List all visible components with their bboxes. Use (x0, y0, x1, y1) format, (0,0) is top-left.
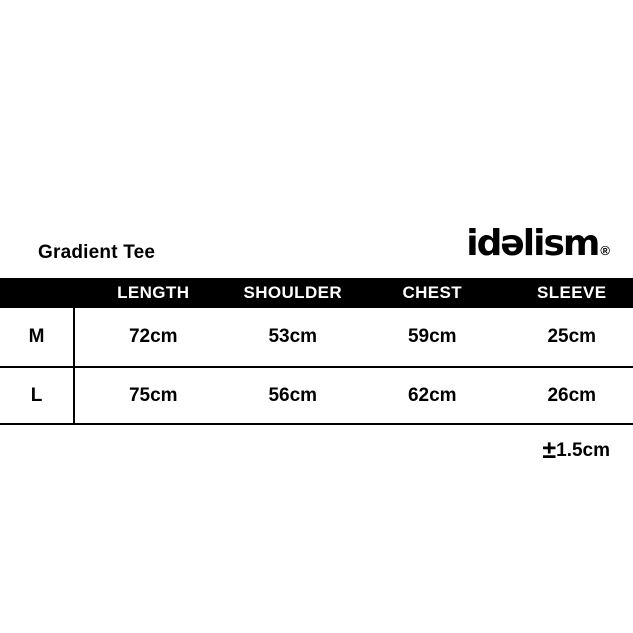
size-table: LENGTH SHOULDER CHEST SLEEVE M 72cm 53cm… (0, 278, 633, 425)
tolerance-value: 1.5cm (556, 440, 610, 461)
table-header-size-cell (0, 278, 75, 308)
plus-minus-symbol: ± (542, 436, 557, 464)
value-m-sleeve: 25cm (547, 326, 597, 347)
value-l-sleeve: 26cm (547, 384, 597, 406)
registered-trademark-icon: ® (600, 243, 610, 258)
value-m-shoulder: 53cm (268, 326, 318, 347)
column-header-length: LENGTH (117, 283, 190, 302)
size-label-m: M (0, 308, 75, 366)
table-header-row: LENGTH SHOULDER CHEST SLEEVE (0, 278, 633, 308)
product-title: Gradient Tee (38, 242, 156, 263)
value-m-chest: 59cm (407, 326, 457, 347)
table-row-m: M 72cm 53cm 59cm 25cm (0, 308, 633, 368)
brand-logo-text: idəlism (466, 223, 600, 264)
brand-logo: idəlism ® (466, 226, 610, 262)
column-header-shoulder: SHOULDER (243, 283, 343, 302)
value-l-length: 75cm (128, 384, 178, 406)
column-header-sleeve: SLEEVE (537, 283, 607, 302)
value-l-chest: 62cm (407, 384, 457, 406)
value-m-length: 72cm (128, 326, 178, 347)
table-row-l: L 75cm 56cm 62cm 26cm (0, 368, 633, 425)
column-header-chest: CHEST (402, 283, 463, 302)
tolerance-note: ±1.5cm (542, 437, 610, 464)
value-l-shoulder: 56cm (268, 384, 318, 406)
size-label-l: L (0, 368, 75, 423)
